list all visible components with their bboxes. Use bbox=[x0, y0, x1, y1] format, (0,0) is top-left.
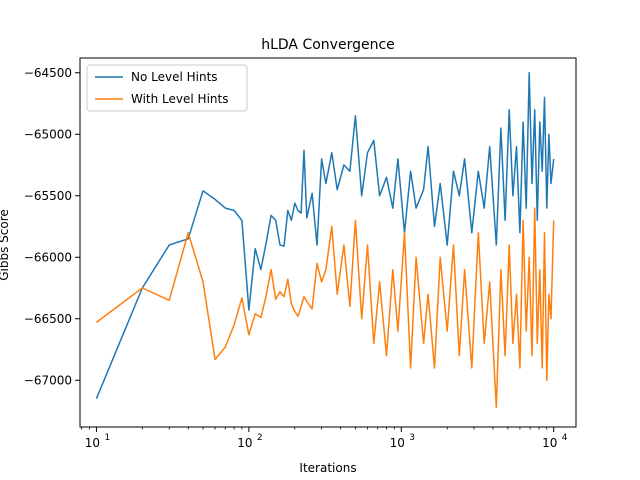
y-axis-ticks: −64500 −65000 −65500 −66000 −66500 −67000 bbox=[24, 66, 80, 387]
x-tick-label: 10 bbox=[390, 436, 405, 450]
legend-label-1: No Level Hints bbox=[131, 70, 218, 84]
x-tick-exponent: 2 bbox=[257, 433, 263, 443]
legend-label-2: With Level Hints bbox=[131, 92, 228, 106]
series-line-2 bbox=[95, 207, 555, 409]
y-tick-label: −65500 bbox=[24, 189, 72, 203]
series-line-1 bbox=[95, 72, 555, 399]
x-axis-ticks: 10 1 10 2 10 3 10 4 bbox=[81, 427, 568, 450]
y-tick-label: −66000 bbox=[24, 250, 72, 264]
x-tick-exponent: 1 bbox=[104, 433, 110, 443]
y-tick-label: −66500 bbox=[24, 312, 72, 326]
legend: No Level Hints With Level Hints bbox=[86, 64, 248, 112]
y-tick-label: −67000 bbox=[24, 373, 72, 387]
chart-title: hLDA Convergence bbox=[261, 37, 395, 53]
x-tick-exponent: 4 bbox=[562, 433, 568, 443]
x-tick-label: 10 bbox=[542, 436, 557, 450]
axes-frame bbox=[79, 57, 577, 428]
x-tick-label: 10 bbox=[237, 436, 252, 450]
legend-box bbox=[86, 64, 248, 112]
y-tick-label: −65000 bbox=[24, 127, 72, 141]
x-axis-label: Iterations bbox=[299, 461, 356, 475]
y-tick-label: −64500 bbox=[24, 66, 72, 80]
series-layer bbox=[95, 72, 555, 409]
y-axis-label: Gibbs Score bbox=[0, 209, 11, 281]
x-tick-label: 10 bbox=[85, 436, 100, 450]
x-tick-exponent: 3 bbox=[409, 433, 415, 443]
